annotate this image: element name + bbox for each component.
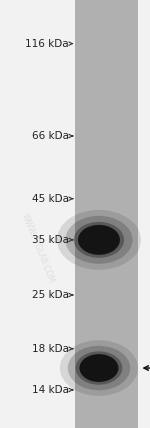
Ellipse shape [74, 222, 124, 258]
Text: 14 kDa: 14 kDa [32, 385, 69, 395]
Ellipse shape [65, 216, 133, 264]
Ellipse shape [57, 210, 141, 270]
Bar [75, 0, 138, 428]
Ellipse shape [78, 225, 120, 255]
Text: 45 kDa: 45 kDa [32, 194, 69, 204]
Ellipse shape [60, 340, 138, 396]
Ellipse shape [68, 346, 130, 390]
Ellipse shape [80, 354, 118, 382]
Ellipse shape [76, 351, 122, 385]
Text: 18 kDa: 18 kDa [32, 344, 69, 354]
Text: WWW.PTGLAB.COM: WWW.PTGLAB.COM [20, 212, 56, 284]
Text: 35 kDa: 35 kDa [32, 235, 69, 245]
Text: 25 kDa: 25 kDa [32, 290, 69, 300]
Text: 66 kDa: 66 kDa [32, 131, 69, 141]
Text: 116 kDa: 116 kDa [25, 39, 69, 49]
